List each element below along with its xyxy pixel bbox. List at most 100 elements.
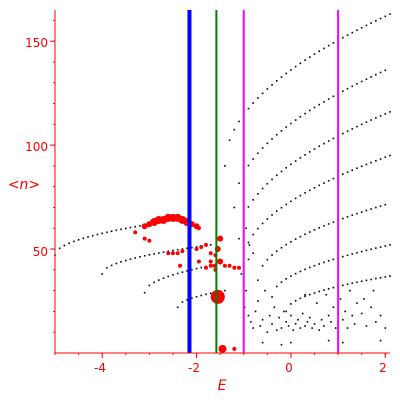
band-dot [228, 139, 231, 142]
band-dot [327, 179, 330, 182]
scatter-dot [301, 312, 304, 315]
highlight-dot [217, 258, 224, 265]
x-tick-label: 0 [285, 361, 293, 375]
highlight-dot [180, 249, 185, 254]
band-dot [280, 130, 283, 132]
scatter-dot [316, 302, 318, 304]
band-dot [375, 20, 377, 22]
band-dot [299, 235, 302, 238]
band-dot [379, 71, 382, 74]
band-dot [299, 297, 302, 300]
band-dot [384, 276, 387, 278]
band-dot [389, 244, 391, 246]
band-dot [261, 222, 264, 225]
band-dot [356, 281, 358, 284]
y-tick-label: 150 [25, 36, 48, 50]
band-dot [323, 101, 325, 103]
band-dot [379, 246, 382, 248]
band-dot [120, 228, 122, 231]
highlight-dot [217, 235, 224, 242]
scatter-dot [278, 316, 280, 319]
band-dot [356, 167, 358, 170]
band-dot [346, 254, 349, 257]
band-dot [115, 229, 118, 232]
band-dot [195, 246, 198, 248]
scatter-dot [247, 258, 250, 261]
band-dot [257, 193, 259, 195]
band-dot [261, 187, 264, 190]
band-dot [252, 158, 254, 160]
band-dot [266, 218, 269, 220]
band-dot [195, 295, 198, 298]
band-dot [356, 251, 358, 254]
scatter-dot [342, 341, 344, 344]
band-dot [308, 189, 311, 192]
band-dot [294, 65, 297, 68]
band-dot [299, 157, 302, 159]
axis-ticks [50, 19, 386, 358]
band-dot [304, 295, 306, 298]
band-dot [342, 217, 344, 220]
band-dot [77, 238, 80, 241]
band-dot [351, 128, 354, 130]
band-dot [379, 115, 382, 117]
band-dot [153, 281, 155, 284]
band-dot [360, 211, 363, 213]
band-dot [158, 279, 160, 281]
highlight-dot [175, 251, 180, 256]
scatter-dot [365, 325, 368, 327]
band-dot [285, 243, 287, 246]
scatter-dot [320, 318, 323, 321]
band-dot [327, 44, 330, 47]
scatter-dot [304, 293, 306, 296]
band-dot [379, 158, 382, 160]
scatter-dot [261, 318, 264, 321]
scatter-dot [283, 310, 285, 313]
scatter-dot [346, 327, 349, 329]
band-dot [271, 254, 273, 256]
band-dot [342, 132, 344, 135]
band-dot [294, 197, 297, 200]
band-dot [261, 92, 264, 95]
highlight-dot [147, 238, 152, 243]
band-dot [139, 256, 141, 258]
band-dot [290, 122, 292, 125]
band-dot [266, 182, 269, 185]
band-dot [360, 26, 363, 29]
scatter-dot [375, 321, 377, 323]
band-dot [271, 138, 273, 140]
band-dot [101, 273, 103, 275]
band-dot [294, 299, 297, 302]
band-dot [313, 53, 316, 55]
band-dot [313, 186, 316, 189]
band-dot [365, 121, 368, 123]
band-dot [342, 90, 344, 93]
band-dot [266, 258, 269, 261]
scatter-dot [264, 289, 266, 292]
band-dot [134, 225, 137, 228]
band-dot [313, 264, 316, 267]
band-dot [304, 153, 306, 156]
band-dot [384, 245, 387, 247]
y-tick-label: 100 [25, 140, 48, 154]
scatter-dot [299, 327, 302, 329]
band-dot [124, 227, 127, 230]
band-dot [280, 206, 283, 209]
highlight-dot [232, 346, 237, 351]
band-dot [275, 250, 278, 252]
band-dot [285, 203, 287, 206]
band-dot [375, 247, 377, 249]
highlight-dot [199, 244, 204, 249]
band-dot [323, 225, 325, 227]
band-dot [323, 47, 325, 50]
band-dot [299, 194, 302, 197]
band-dot [346, 87, 349, 90]
band-dot [290, 200, 292, 203]
band-dot [176, 248, 179, 251]
band-dot [360, 165, 363, 168]
band-dot [351, 85, 354, 88]
band-dot [252, 233, 254, 236]
band-dot [280, 76, 283, 78]
band-dot [271, 296, 273, 298]
band-dot [96, 233, 99, 236]
